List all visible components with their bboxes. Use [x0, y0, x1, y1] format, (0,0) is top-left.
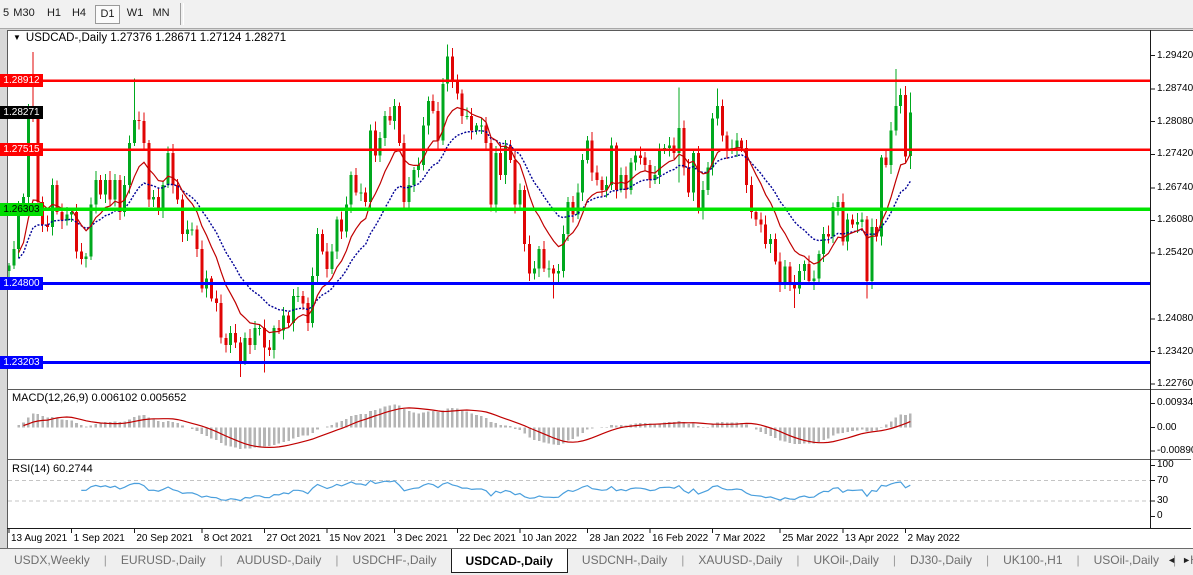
symbol-tab-ukoil-daily[interactable]: UKOil-,Daily — [813, 553, 879, 567]
price-badge: 1.26303 — [0, 202, 43, 216]
macd-value-main: 0.006102 — [91, 392, 138, 404]
date-axis-label: 7 Mar 2022 — [714, 533, 766, 544]
chevron-down-icon[interactable]: ▼ — [13, 33, 21, 42]
date-axis-label: 20 Sep 2021 — [136, 533, 194, 544]
price-axis-label: 1.29420 — [1157, 49, 1193, 61]
price-axis-label: 1.24080 — [1157, 313, 1193, 325]
date-axis-label: 3 Dec 2021 — [396, 533, 448, 544]
price-badge: 1.24800 — [0, 277, 43, 291]
symbol-tab-dj30-daily[interactable]: DJ30-,Daily — [909, 553, 972, 567]
macd-value-signal: 0.005652 — [140, 392, 187, 404]
rsi-axis-label: 30 — [1157, 495, 1169, 506]
date-axis-label: 16 Feb 2022 — [652, 533, 709, 544]
date-axis-label: 13 Apr 2022 — [844, 533, 899, 544]
tab-separator: | — [335, 553, 339, 567]
timeframe-button-d1[interactable]: D1 — [95, 5, 120, 24]
tab-separator: | — [219, 553, 223, 567]
price-axis-label: 1.28740 — [1157, 83, 1193, 95]
rsi-axis-label: 100 — [1157, 459, 1174, 471]
rsi-axis-label: 70 — [1157, 474, 1169, 486]
timeframe-button-w1[interactable]: W1 — [126, 7, 144, 19]
symbol-tab-xauusd-daily[interactable]: XAUUSD-,Daily — [698, 553, 783, 567]
tab-separator: | — [1076, 553, 1080, 567]
price-badge: 1.27515 — [0, 143, 43, 157]
date-axis-label: 2 May 2022 — [907, 533, 960, 544]
chart-ohlc-values: 1.27376 1.28671 1.27124 1.28271 — [107, 32, 287, 44]
price-axis-label: 1.23420 — [1157, 345, 1193, 357]
symbol-tab-usdchf-daily[interactable]: USDCHF-,Daily — [352, 553, 437, 567]
price-axis-label: 1.26080 — [1157, 214, 1193, 226]
tab-separator: | — [681, 553, 685, 567]
timeframe-button-5[interactable]: 5 — [2, 7, 10, 19]
date-axis-label: 13 Aug 2021 — [11, 533, 68, 544]
tabbar-arrows: ◄ ► — [1167, 555, 1191, 565]
date-axis-label: 10 Jan 2022 — [521, 533, 577, 544]
symbol-tab-usdx-weekly[interactable]: USDX,Weekly — [14, 553, 90, 567]
tab-separator: | — [1172, 553, 1177, 567]
price-axis-label: 1.26740 — [1157, 181, 1193, 193]
scroll-right-icon[interactable]: ► — [1182, 555, 1191, 565]
macd-axis-label: 0.009345 — [1157, 397, 1193, 409]
rsi-indicator-label: RSI(14) 60.2744 — [12, 463, 93, 475]
date-axis-label: 22 Dec 2021 — [459, 533, 516, 544]
date-axis-label: 25 Mar 2022 — [782, 533, 839, 544]
macd-axis-label: -0.008902 — [1157, 444, 1193, 456]
symbol-tab-usdcnh-daily[interactable]: USDCNH-,Daily — [581, 553, 668, 567]
symbol-tab-hk50-[interactable]: HK50- — [1176, 549, 1193, 571]
symbol-tab-uk100-h1[interactable]: UK100-,H1 — [1003, 553, 1063, 567]
symbol-tab-audusd-daily[interactable]: AUDUSD-,Daily — [236, 553, 322, 567]
macd-axis-label: 0.00 — [1157, 421, 1177, 433]
timeframe-toolbar: 5 M30 H1 H4 D1 W1 MN — [0, 0, 1193, 29]
symbol-tab-usoil-daily[interactable]: USOil-,Daily — [1093, 553, 1159, 567]
price-badge: 1.23203 — [0, 355, 43, 369]
chart-symbol-label: USDCAD-,Daily — [25, 32, 108, 44]
date-axis-label: 15 Nov 2021 — [329, 533, 386, 544]
symbol-tabbar: USDX,Weekly | EURUSD-,Daily | AUDUSD-,Daily |… — [0, 548, 1193, 575]
date-axis-label: 28 Jan 2022 — [589, 533, 645, 544]
toolbar-separator — [180, 3, 184, 25]
price-axis-label: 1.25420 — [1157, 246, 1193, 258]
timeframe-button-mn[interactable]: MN — [152, 7, 170, 19]
price-axis-label: 1.27420 — [1157, 148, 1193, 160]
date-axis-label: 27 Oct 2021 — [266, 533, 321, 544]
tab-separator: | — [892, 553, 896, 567]
chart-title: ▼ USDCAD-,Daily 1.27376 1.28671 1.27124 1… — [13, 32, 286, 44]
scroll-left-icon[interactable]: ◄ — [1167, 555, 1177, 565]
price-badge: 1.28912 — [0, 74, 43, 88]
date-axis-label: 8 Oct 2021 — [203, 533, 253, 544]
macd-indicator-label: MACD(12,26,9) 0.006102 0.005652 — [12, 392, 187, 404]
price-badge: 1.28271 — [0, 105, 43, 119]
timeframe-button-m30[interactable]: M30 — [13, 7, 35, 19]
timeframe-button-h1[interactable]: H1 — [46, 7, 62, 19]
tab-separator: | — [796, 553, 800, 567]
rsi-value: 60.2744 — [52, 463, 93, 475]
price-axis-label: 1.22760 — [1157, 378, 1193, 390]
tab-separator: | — [103, 553, 107, 567]
timeframe-button-h4[interactable]: H4 — [71, 7, 87, 19]
rsi-axis-label: 0 — [1157, 510, 1163, 522]
date-axis-label: 1 Sep 2021 — [73, 533, 125, 544]
symbol-tab-usdcad-daily[interactable]: USDCAD-,Daily — [450, 549, 568, 573]
symbol-tab-eurusd-daily[interactable]: EURUSD-,Daily — [120, 553, 206, 567]
chart-window — [7, 30, 1193, 549]
tab-separator: | — [986, 553, 990, 567]
price-axis-label: 1.28080 — [1157, 115, 1193, 127]
